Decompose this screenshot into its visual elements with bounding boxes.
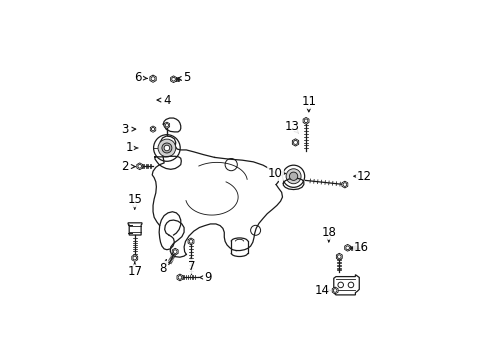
Polygon shape xyxy=(132,255,137,261)
Text: 4: 4 xyxy=(163,94,171,107)
Text: 7: 7 xyxy=(187,260,195,273)
Polygon shape xyxy=(150,75,156,82)
Circle shape xyxy=(178,276,182,279)
Text: 18: 18 xyxy=(321,226,336,239)
Circle shape xyxy=(337,282,343,288)
Polygon shape xyxy=(303,117,308,124)
Polygon shape xyxy=(332,287,337,294)
Circle shape xyxy=(285,169,301,184)
Text: 9: 9 xyxy=(203,271,211,284)
Text: 8: 8 xyxy=(159,262,166,275)
Text: 1: 1 xyxy=(125,141,133,154)
Circle shape xyxy=(189,239,192,243)
Polygon shape xyxy=(292,139,298,146)
Text: 12: 12 xyxy=(356,170,371,183)
Circle shape xyxy=(337,255,341,258)
Circle shape xyxy=(293,140,297,144)
Circle shape xyxy=(151,77,155,81)
Circle shape xyxy=(171,77,175,81)
Circle shape xyxy=(342,183,346,186)
Circle shape xyxy=(158,139,175,157)
Circle shape xyxy=(133,256,136,260)
Polygon shape xyxy=(172,248,178,255)
Circle shape xyxy=(333,289,336,292)
Circle shape xyxy=(164,145,169,151)
Polygon shape xyxy=(341,181,347,188)
Polygon shape xyxy=(344,244,350,251)
Text: 11: 11 xyxy=(301,95,316,108)
Polygon shape xyxy=(170,76,176,82)
Text: 14: 14 xyxy=(314,284,329,297)
Polygon shape xyxy=(150,126,155,132)
Text: 13: 13 xyxy=(284,120,299,133)
Polygon shape xyxy=(164,122,169,128)
Polygon shape xyxy=(128,223,142,235)
Circle shape xyxy=(347,282,353,288)
Polygon shape xyxy=(137,163,142,170)
Text: 2: 2 xyxy=(122,160,129,173)
Circle shape xyxy=(345,246,349,249)
Text: 16: 16 xyxy=(353,241,368,254)
Circle shape xyxy=(173,250,177,253)
Text: 10: 10 xyxy=(267,167,283,180)
Circle shape xyxy=(304,119,307,123)
Text: 17: 17 xyxy=(127,265,142,278)
Circle shape xyxy=(289,172,297,180)
Polygon shape xyxy=(333,275,359,295)
Polygon shape xyxy=(177,274,183,281)
Circle shape xyxy=(138,165,141,168)
Text: 6: 6 xyxy=(134,71,142,84)
Text: 5: 5 xyxy=(183,71,190,84)
Circle shape xyxy=(165,123,168,127)
Circle shape xyxy=(151,127,154,131)
Polygon shape xyxy=(336,253,342,260)
Text: 15: 15 xyxy=(127,193,142,206)
Text: 3: 3 xyxy=(122,123,129,136)
Circle shape xyxy=(162,143,172,153)
Polygon shape xyxy=(188,238,194,245)
